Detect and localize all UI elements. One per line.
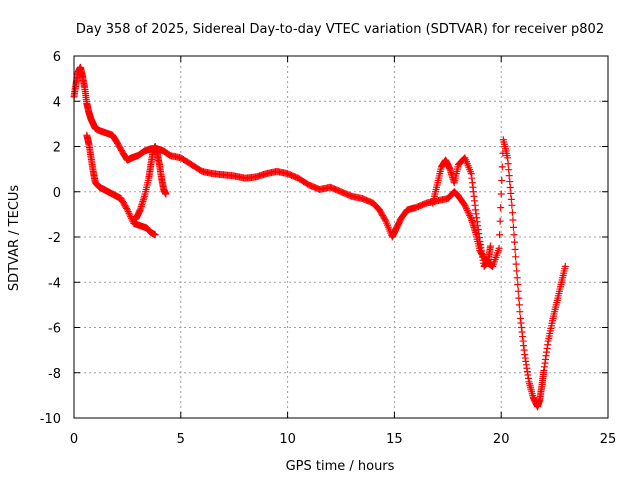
data-point [514, 287, 522, 295]
y-tick-label: -4 [48, 276, 61, 291]
data-point [510, 231, 518, 239]
y-tick-label: -10 [40, 412, 61, 427]
data-point [512, 260, 520, 268]
data-point [464, 208, 472, 216]
data-point [507, 189, 515, 197]
data-point [504, 154, 512, 162]
data-point [513, 274, 521, 282]
data-point [123, 204, 131, 212]
data-point [496, 231, 504, 239]
data-point [508, 201, 516, 209]
y-tick-label: 4 [53, 95, 61, 110]
data-point [561, 262, 569, 270]
data-point [505, 172, 513, 180]
y-tick-label: -8 [48, 367, 61, 382]
data-point [511, 245, 519, 253]
data-point [496, 217, 504, 225]
data-point [162, 190, 170, 198]
x-tick-label: 10 [279, 432, 296, 447]
x-tick-label: 25 [600, 432, 617, 447]
data-point [516, 308, 524, 316]
x-tick-label: 0 [70, 432, 78, 447]
axis-ticks [73, 55, 609, 419]
data-point [497, 204, 505, 212]
data-point [461, 201, 469, 209]
data-point [506, 184, 514, 192]
data-point [123, 206, 131, 214]
data-point [498, 176, 506, 184]
data-point [498, 163, 506, 171]
data-point [151, 231, 159, 239]
data-point [511, 238, 519, 246]
data-point [126, 211, 134, 219]
data-point [128, 216, 136, 224]
data-point [462, 205, 470, 213]
data-point [509, 216, 517, 224]
x-tick-label: 15 [386, 432, 403, 447]
data-point [515, 294, 523, 302]
data-point [515, 301, 523, 309]
data-point [495, 244, 503, 252]
y-tick-label: -2 [48, 231, 61, 246]
data-point [465, 210, 473, 218]
data-point [506, 178, 514, 186]
y-axis-label: SDTVAR / TECUs [7, 185, 22, 292]
data-point [124, 208, 132, 216]
data-point [463, 206, 471, 214]
y-tick-label: 2 [53, 141, 61, 156]
chart-title: Day 358 of 2025, Sidereal Day-to-day VTE… [76, 22, 604, 37]
data-point [513, 267, 521, 275]
data-point [512, 253, 520, 261]
x-axis-label: GPS time / hours [286, 459, 395, 474]
data-point [509, 223, 517, 231]
y-tick-label: 0 [53, 186, 61, 201]
data-point [514, 281, 522, 289]
x-tick-label: 20 [493, 432, 510, 447]
data-point [505, 166, 513, 174]
data-point [466, 213, 474, 221]
data-point [504, 160, 512, 168]
tick-labels: 0 5 10 15 20 25 -10 -8 -6 -4 -2 0 2 4 6 [40, 50, 617, 447]
data-point [508, 209, 516, 217]
x-tick-label: 5 [177, 432, 185, 447]
data-point [507, 195, 515, 203]
data-point [497, 190, 505, 198]
data-point [125, 209, 133, 217]
data-point [127, 213, 135, 221]
y-tick-label: -6 [48, 322, 61, 337]
data-point [462, 203, 470, 211]
data-point [381, 216, 389, 224]
data-point [487, 242, 495, 250]
y-tick-label: 6 [53, 50, 61, 65]
data-point [466, 212, 474, 220]
data-series [70, 63, 569, 411]
